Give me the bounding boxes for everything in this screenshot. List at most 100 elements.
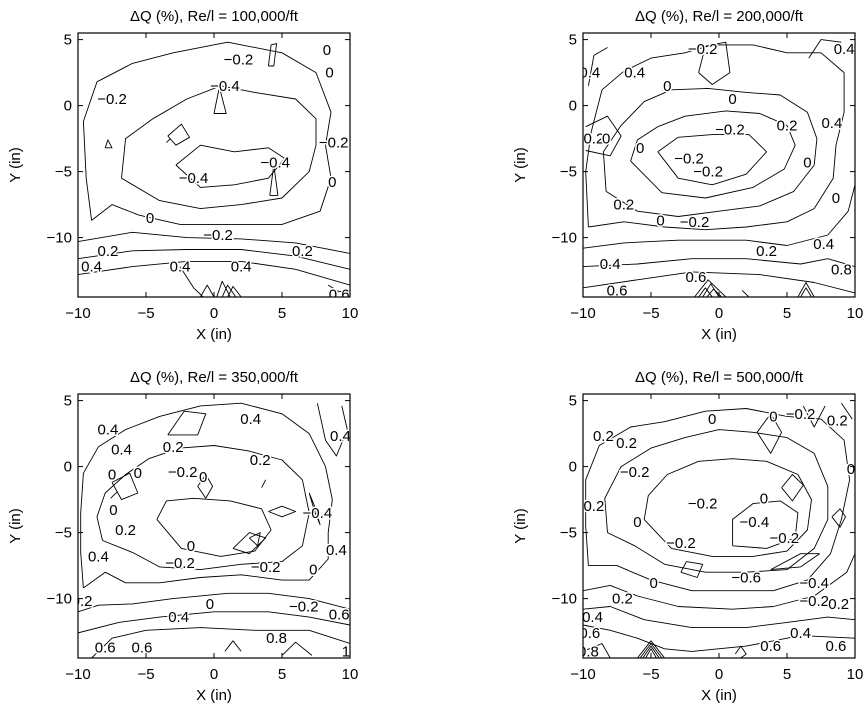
contour-line — [734, 645, 747, 658]
contour-label: 0 — [650, 575, 658, 592]
x-tick-label: 10 — [847, 305, 864, 322]
contour-label: −0.2 — [769, 530, 799, 547]
contour-line — [200, 284, 215, 297]
contour-line — [121, 85, 317, 210]
contour-label: 0 — [633, 514, 641, 531]
contour-label: 0.6 — [685, 269, 706, 286]
contour-line — [224, 640, 242, 652]
x-tick-label: 5 — [278, 305, 286, 322]
x-tick-label: −5 — [137, 305, 154, 322]
contour-label: 0.2 — [250, 452, 271, 469]
contour-line — [179, 266, 204, 297]
y-tick-label: 0 — [569, 459, 577, 476]
x-tick-label: −10 — [65, 666, 90, 683]
contour-label: 0 — [656, 212, 664, 229]
contour-label: −0.2 — [680, 214, 710, 231]
contour-line — [281, 641, 313, 656]
contour-label: 0 — [108, 467, 116, 484]
contour-line — [602, 87, 818, 217]
contour-label: 0 — [636, 140, 644, 157]
contour-line — [316, 403, 348, 457]
y-axis-label: Y (in) — [512, 508, 529, 544]
contour-label: 0.4 — [821, 115, 842, 132]
contour-label: 0.4 — [790, 625, 811, 642]
y-tick-label: −10 — [552, 230, 577, 247]
contour-line — [802, 405, 826, 428]
contour-line — [808, 39, 842, 59]
contour-line — [583, 606, 855, 629]
contour-label: 0 — [708, 411, 716, 428]
contour-line — [637, 640, 665, 658]
contour-line — [213, 86, 227, 114]
contour-label: −0.2 — [224, 51, 254, 68]
y-tick-label: −10 — [47, 591, 72, 608]
contour-label: 0.6 — [579, 625, 600, 642]
contour-label: 0 — [663, 78, 671, 95]
x-tick-label: 0 — [210, 305, 218, 322]
contour-line — [104, 139, 113, 149]
contour-line — [268, 505, 297, 518]
contour-line — [110, 491, 118, 499]
x-axis-label: X (in) — [701, 687, 737, 704]
y-tick-label: −5 — [560, 164, 577, 181]
contour-line — [175, 144, 286, 188]
contour-line — [583, 624, 855, 652]
contour-line — [267, 43, 278, 67]
contour-line — [797, 282, 815, 297]
x-tick-label: 10 — [342, 305, 359, 322]
contour-label: 0.2 — [97, 243, 118, 260]
x-axis-label: X (in) — [196, 687, 232, 704]
contour-line — [78, 260, 350, 286]
contour-line — [227, 285, 242, 297]
y-tick-label: 0 — [569, 98, 577, 115]
contour-label: 0.2 — [777, 117, 798, 134]
y-tick-label: 5 — [569, 393, 577, 410]
contour-label: 0 — [328, 174, 336, 191]
contour-line — [216, 280, 231, 297]
contour-lines — [583, 39, 855, 297]
contour-label: 0.2 — [827, 412, 848, 429]
contour-line — [221, 284, 237, 297]
contour-label: 0.2 — [163, 439, 184, 456]
contour-label: 0.2 — [613, 197, 634, 214]
contour-label: −0.2 — [799, 593, 829, 610]
contour-line — [756, 413, 783, 454]
contour-line — [781, 474, 804, 502]
contour-label: 0 — [323, 42, 331, 59]
contour-label: −0.2 — [674, 150, 704, 167]
contour-label: −0.2 — [203, 227, 233, 244]
contour-label: 0.2 — [593, 428, 614, 445]
contour-label: 0 — [728, 91, 736, 108]
contour-line — [841, 402, 853, 420]
contour-label: 0.4 — [834, 41, 855, 58]
y-tick-label: −10 — [552, 591, 577, 608]
contour-label: −0.2 — [666, 535, 696, 552]
contour-line — [642, 645, 660, 658]
chart-title: ΔQ (%), Re/l = 100,000/ft — [130, 8, 299, 25]
contour-label: −0.4 — [260, 154, 290, 171]
contour-label: 0.6 — [95, 639, 116, 656]
contour-label: −0.4 — [740, 514, 770, 531]
contour-label: −0.2 — [688, 41, 718, 58]
contour-line — [308, 492, 321, 526]
contour-panel-4: 0 0 −0.2 0.20.2 0.2−0.2 00.20−0.2−0.40−0.2 −0.… — [512, 369, 863, 704]
x-axis-label: X (in) — [196, 326, 232, 343]
contour-label: −0.2 — [786, 406, 816, 423]
contour-label: 0 — [760, 490, 768, 507]
contour-line — [585, 44, 845, 231]
contour-line — [639, 643, 663, 658]
contour-label: −0.4 — [179, 170, 209, 187]
contour-label: 0 — [325, 65, 333, 82]
contour-line — [583, 271, 855, 294]
contour-label: 0 — [146, 210, 154, 227]
contour-label: 0.4 — [326, 542, 347, 559]
y-tick-label: 5 — [64, 32, 72, 49]
x-tick-label: −10 — [570, 305, 595, 322]
contour-label: −0.4 — [210, 78, 240, 95]
chart-title: ΔQ (%), Re/l = 200,000/ft — [635, 8, 804, 25]
x-tick-label: −10 — [65, 305, 90, 322]
y-axis-label: Y (in) — [7, 147, 24, 183]
contour-line — [770, 553, 821, 571]
contour-line — [732, 500, 799, 549]
